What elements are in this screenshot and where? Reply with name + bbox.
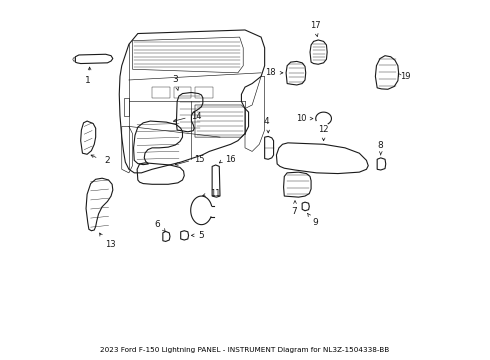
Bar <box>152 87 170 98</box>
Text: 11: 11 <box>210 189 221 198</box>
Text: 1: 1 <box>85 76 91 85</box>
Text: 15: 15 <box>194 155 205 164</box>
Text: 19: 19 <box>400 72 411 81</box>
Text: 14: 14 <box>191 112 201 121</box>
Text: 9: 9 <box>312 218 318 227</box>
Text: 2023 Ford F-150 Lightning PANEL - INSTRUMENT Diagram for NL3Z-1504338-BB: 2023 Ford F-150 Lightning PANEL - INSTRU… <box>100 347 390 353</box>
Text: 13: 13 <box>105 240 116 249</box>
Text: 10: 10 <box>296 114 306 123</box>
Text: 7: 7 <box>292 207 297 216</box>
Text: 16: 16 <box>225 155 236 164</box>
Text: 6: 6 <box>154 220 160 229</box>
Text: 3: 3 <box>172 75 178 84</box>
Text: 5: 5 <box>198 231 204 240</box>
Text: 12: 12 <box>318 125 328 134</box>
Text: 2: 2 <box>104 156 110 165</box>
Text: 17: 17 <box>311 21 321 30</box>
Text: 4: 4 <box>264 117 269 126</box>
Bar <box>173 87 192 98</box>
Bar <box>195 87 213 98</box>
Text: 8: 8 <box>377 141 383 150</box>
Text: 18: 18 <box>265 68 276 77</box>
